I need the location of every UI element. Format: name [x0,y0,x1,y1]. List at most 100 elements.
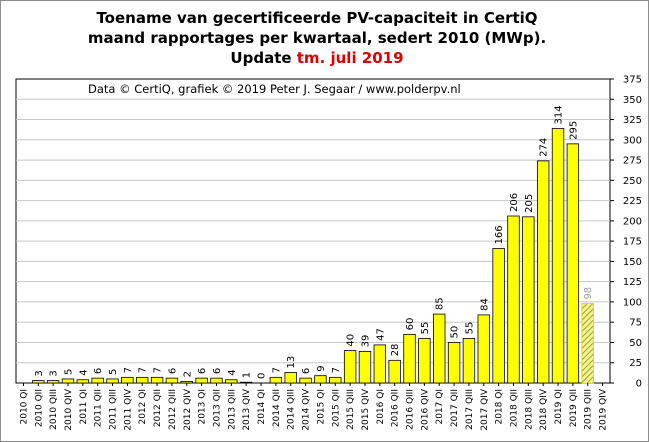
x-axis: 2010 QI 2010 QII 2010 QIII 2010 QIV 2011 QI 2… [19,383,609,431]
grid-lines [16,98,610,364]
y-tick-label: 350 [623,95,642,106]
bar [551,128,565,384]
bar [329,376,342,384]
x-tick-label: 2013 QIII [227,389,237,430]
x-tick-label: 2019 QII [569,389,579,427]
x-tick-label: 2014 QII [272,389,282,427]
x-tick-label: 2014 QIV [302,388,312,431]
bar [299,377,312,384]
bar [121,376,134,384]
bar [46,380,60,384]
bar [536,160,550,384]
bar-value-label: 55 [464,322,475,335]
x-tick-label: 2018 QIV [539,388,549,431]
y-tick-label: 275 [623,156,642,167]
bar-value-label: 55 [420,322,431,335]
x-tick-label: 2012 QII [153,389,163,427]
bar-value-label: 205 [524,194,535,213]
bar-value-label: 7 [271,367,282,373]
bar-value-label: 40 [346,334,357,347]
bar [447,342,461,384]
bar [150,376,164,384]
chart-title-line-1: Toename van gecertificeerde PV-capacitei… [96,9,537,27]
x-tick-label: 2016 QIII [406,389,416,430]
bar-value-label: 39 [360,335,371,348]
y-tick-label: 25 [629,358,642,369]
x-tick-label: 2016 QII [391,389,401,427]
y-tick-label: 0 [636,379,642,390]
bar-value-label: 6 [197,368,208,374]
bar [136,376,149,384]
plot-area [15,78,611,384]
x-tick-label: 2010 QII [34,389,44,427]
x-tick-label: 2012 QIII [168,389,178,430]
bar-value-label: 7 [123,367,134,373]
bar [418,338,431,384]
x-tick-label: 2016 QIV [420,388,430,431]
bar [165,377,179,384]
bar-value-label: 4 [78,369,89,375]
bar-value-label: 3 [34,370,45,376]
bar-value-label: 1 [242,372,253,378]
bar-value-label: 6 [167,368,178,374]
bar-value-label: 7 [138,367,149,373]
bar-value-label: 60 [405,318,416,331]
bar-value-label: 5 [63,369,74,375]
bar-value-label: 3 [49,370,60,376]
bar [507,215,520,384]
bar-value-label: 314 [554,105,565,124]
bar-value-label: 7 [153,367,164,373]
bar-value-label: 6 [301,368,312,374]
bar-value-label: 7 [331,367,342,373]
x-tick-label: 2011 QIV [123,388,133,431]
chart-update-line: Update tm. juli 2019 [230,49,403,67]
x-tick-label: 2019 QIV [599,388,609,431]
y-tick-label: 175 [623,237,642,248]
bar [269,376,283,384]
x-tick-label: 2012 QI [138,389,148,425]
x-tick-label: 2011 QI [79,389,89,425]
y-tick-label: 225 [623,196,642,207]
bar [433,313,446,384]
bar-value-label: 50 [450,326,461,339]
bar-value-label: 98 [583,287,594,300]
y-tick-label: 125 [623,277,642,288]
bar-value-label: 166 [494,225,505,244]
x-tick-label: 2017 QI [435,389,445,425]
x-tick-label: 2018 QII [509,389,519,427]
x-tick-label: 2014 QIII [287,389,297,430]
x-tick-label: 2013 QIV [242,388,252,431]
bar [462,338,476,384]
x-tick-label: 2012 QIV [183,388,193,431]
bar [522,216,535,384]
x-tick-label: 2011 QIII [109,389,119,430]
x-tick-label: 2017 QIV [480,388,490,431]
y-tick-label: 250 [623,176,642,187]
bar [106,378,119,384]
bar [477,314,490,384]
bar-value-label: 4 [227,369,238,375]
bar-value-label: 0 [257,373,268,379]
bar-value-label: 84 [479,298,490,311]
x-tick-label: 2016 QI [376,389,386,425]
y-axis: 0 25 50 75 100 125 150 175 200 225 250 275 300 325 350… [610,75,642,390]
bar [284,372,297,384]
bar [343,350,357,384]
bar [403,333,416,384]
bar-value-label: 9 [316,365,327,371]
y-tick-label: 325 [623,115,642,126]
bar-value-label: 5 [108,369,119,375]
x-tick-label: 2018 QI [495,389,505,425]
bar [314,375,327,384]
bar [32,380,45,384]
x-tick-label: 2017 QIII [465,389,475,430]
x-tick-label: 2019 QI [554,389,564,425]
x-tick-label: 2015 QI [316,389,326,425]
bar [492,248,505,384]
bar [239,381,253,384]
chart-title-line-2: maand rapportages per kwartaal, sedert 2… [88,29,546,47]
bar [358,350,372,384]
bar-value-label: 6 [93,368,104,374]
